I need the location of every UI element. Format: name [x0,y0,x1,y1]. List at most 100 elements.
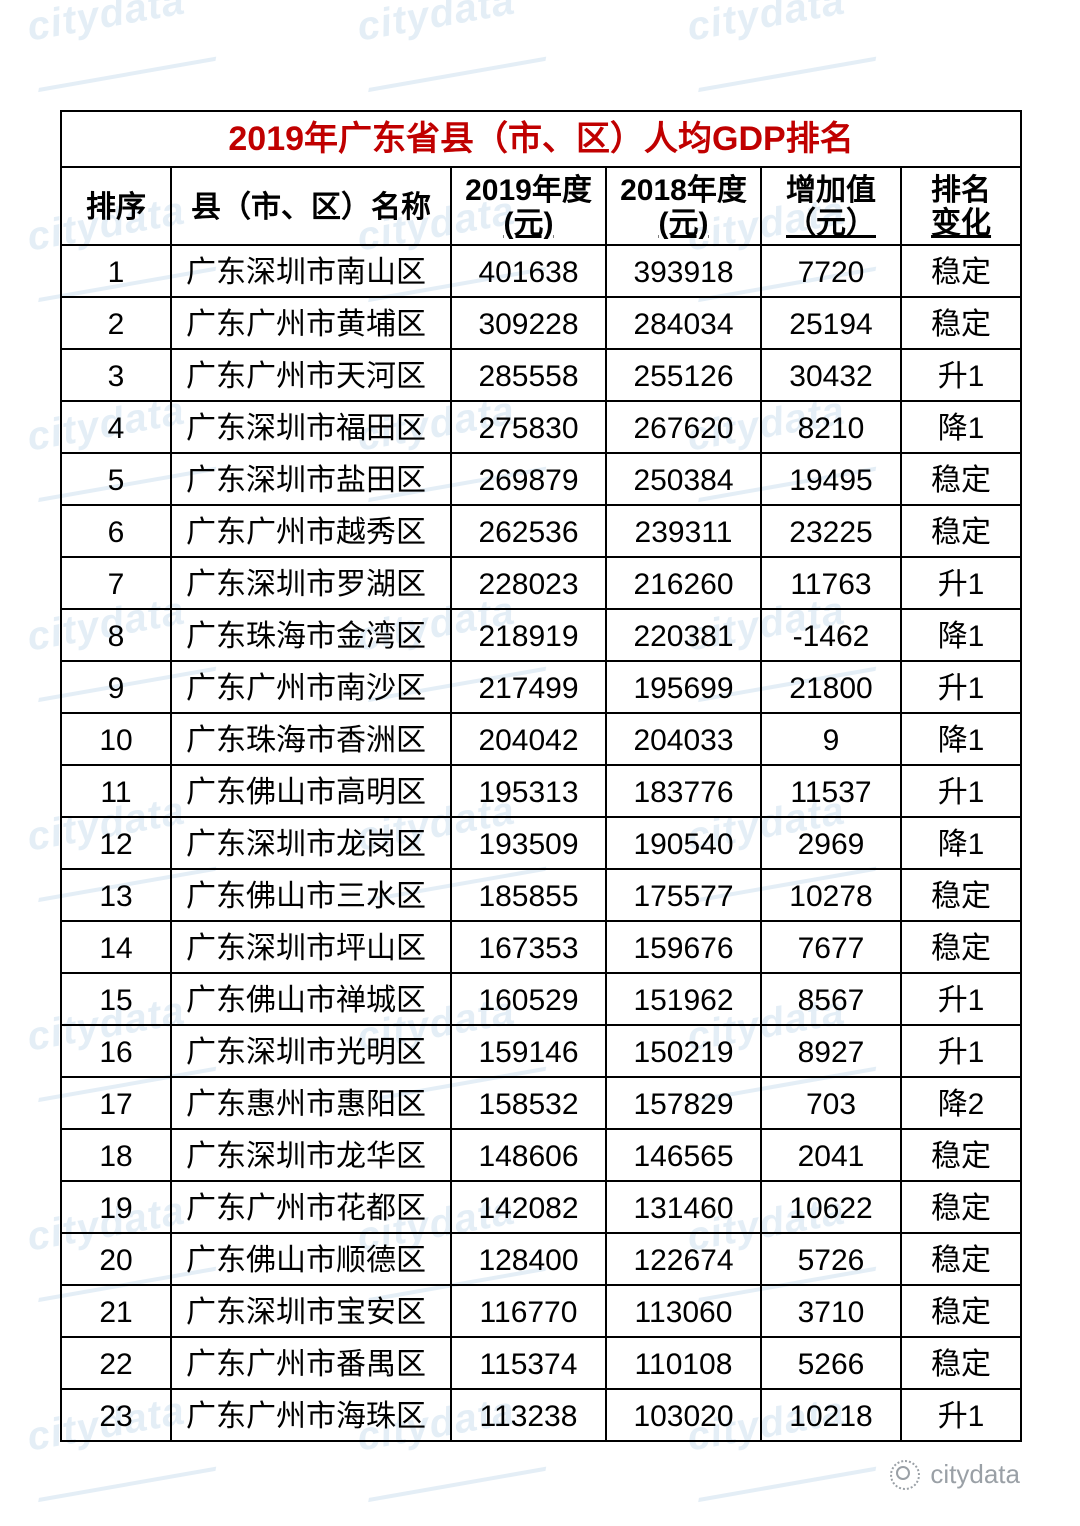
cell-name: 广东深圳市福田区 [171,401,451,453]
cell-y2019: 285558 [451,349,606,401]
cell-y2018: 103020 [606,1389,761,1441]
cell-y2018: 267620 [606,401,761,453]
cell-rank: 19 [61,1181,171,1233]
cell-change: 升1 [901,1389,1021,1441]
cell-inc: 2041 [761,1129,901,1181]
cell-change: 降1 [901,817,1021,869]
cell-rank: 21 [61,1285,171,1337]
cell-y2018: 110108 [606,1337,761,1389]
cell-inc: 30432 [761,349,901,401]
cell-inc: 11763 [761,557,901,609]
cell-inc: 2969 [761,817,901,869]
cell-change: 稳定 [901,1337,1021,1389]
cell-y2019: 158532 [451,1077,606,1129]
table-row: 19广东广州市花都区14208213146010622稳定 [61,1181,1021,1233]
cell-change: 降1 [901,401,1021,453]
cell-change: 稳定 [901,1129,1021,1181]
cell-rank: 1 [61,245,171,297]
col-header-2018: 2018年度 (元) [606,167,761,245]
cell-name: 广东深圳市南山区 [171,245,451,297]
cell-name: 广东佛山市禅城区 [171,973,451,1025]
table-header-row: 排序 县（市、区）名称 2019年度 (元) 2018年度 (元) 增加值 （元… [61,167,1021,245]
cell-name: 广东深圳市龙岗区 [171,817,451,869]
cell-rank: 3 [61,349,171,401]
cell-y2019: 159146 [451,1025,606,1077]
cell-name: 广东惠州市惠阳区 [171,1077,451,1129]
table-row: 8广东珠海市金湾区218919220381-1462降1 [61,609,1021,661]
col-header-2019-unit: (元) [456,207,601,240]
cell-name: 广东广州市花都区 [171,1181,451,1233]
cell-rank: 16 [61,1025,171,1077]
table-title: 2019年广东省县（市、区）人均GDP排名 [61,111,1021,167]
cell-change: 降2 [901,1077,1021,1129]
cell-rank: 15 [61,973,171,1025]
table-row: 6广东广州市越秀区26253623931123225稳定 [61,505,1021,557]
col-header-2019: 2019年度 (元) [451,167,606,245]
cell-name: 广东广州市黄埔区 [171,297,451,349]
cell-name: 广东珠海市香洲区 [171,713,451,765]
cell-name: 广东广州市番禺区 [171,1337,451,1389]
cell-y2018: 190540 [606,817,761,869]
cell-name: 广东深圳市盐田区 [171,453,451,505]
cell-name: 广东深圳市宝安区 [171,1285,451,1337]
table-row: 9广东广州市南沙区21749919569921800升1 [61,661,1021,713]
cell-change: 稳定 [901,921,1021,973]
table-row: 14广东深圳市坪山区1673531596767677稳定 [61,921,1021,973]
table-row: 22广东广州市番禺区1153741101085266稳定 [61,1337,1021,1389]
cell-y2019: 115374 [451,1337,606,1389]
cell-inc: 8210 [761,401,901,453]
cell-y2019: 193509 [451,817,606,869]
cell-change: 稳定 [901,505,1021,557]
table-row: 20广东佛山市顺德区1284001226745726稳定 [61,1233,1021,1285]
table-row: 3广东广州市天河区28555825512630432升1 [61,349,1021,401]
table-row: 7广东深圳市罗湖区22802321626011763升1 [61,557,1021,609]
cell-y2019: 217499 [451,661,606,713]
cell-y2019: 195313 [451,765,606,817]
cell-change: 降1 [901,609,1021,661]
col-header-name: 县（市、区）名称 [171,167,451,245]
cell-y2019: 401638 [451,245,606,297]
table-row: 4广东深圳市福田区2758302676208210降1 [61,401,1021,453]
cell-y2019: 275830 [451,401,606,453]
cell-inc: -1462 [761,609,901,661]
cell-inc: 25194 [761,297,901,349]
cell-name: 广东广州市海珠区 [171,1389,451,1441]
col-header-2018-unit: (元) [611,207,756,240]
cell-inc: 8927 [761,1025,901,1077]
col-header-change-bottom: 变化 [906,207,1016,240]
cell-change: 稳定 [901,869,1021,921]
cell-inc: 10622 [761,1181,901,1233]
cell-y2018: 255126 [606,349,761,401]
cell-y2019: 218919 [451,609,606,661]
cell-name: 广东佛山市三水区 [171,869,451,921]
cell-y2019: 116770 [451,1285,606,1337]
cell-y2019: 269879 [451,453,606,505]
cell-rank: 22 [61,1337,171,1389]
cell-y2019: 148606 [451,1129,606,1181]
cell-y2018: 146565 [606,1129,761,1181]
table-row: 16广东深圳市光明区1591461502198927升1 [61,1025,1021,1077]
cell-rank: 13 [61,869,171,921]
cell-change: 降1 [901,713,1021,765]
table-row: 5广东深圳市盐田区26987925038419495稳定 [61,453,1021,505]
footer-watermark: citydata [890,1459,1020,1490]
cell-y2018: 122674 [606,1233,761,1285]
cell-rank: 9 [61,661,171,713]
cell-y2018: 183776 [606,765,761,817]
page: 2019年广东省县（市、区）人均GDP排名 排序 县（市、区）名称 2019年度… [0,0,1080,1526]
cell-y2019: 160529 [451,973,606,1025]
cell-change: 升1 [901,973,1021,1025]
cell-rank: 11 [61,765,171,817]
col-header-2018-top: 2018年度 [620,174,747,207]
cell-rank: 4 [61,401,171,453]
cell-inc: 9 [761,713,901,765]
col-header-change-top: 排名 [931,174,991,207]
cell-change: 升1 [901,661,1021,713]
cell-change: 升1 [901,557,1021,609]
table-row: 21广东深圳市宝安区1167701130603710稳定 [61,1285,1021,1337]
cell-rank: 2 [61,297,171,349]
table-row: 10广东珠海市香洲区2040422040339降1 [61,713,1021,765]
cell-y2018: 157829 [606,1077,761,1129]
cell-inc: 8567 [761,973,901,1025]
cell-name: 广东珠海市金湾区 [171,609,451,661]
